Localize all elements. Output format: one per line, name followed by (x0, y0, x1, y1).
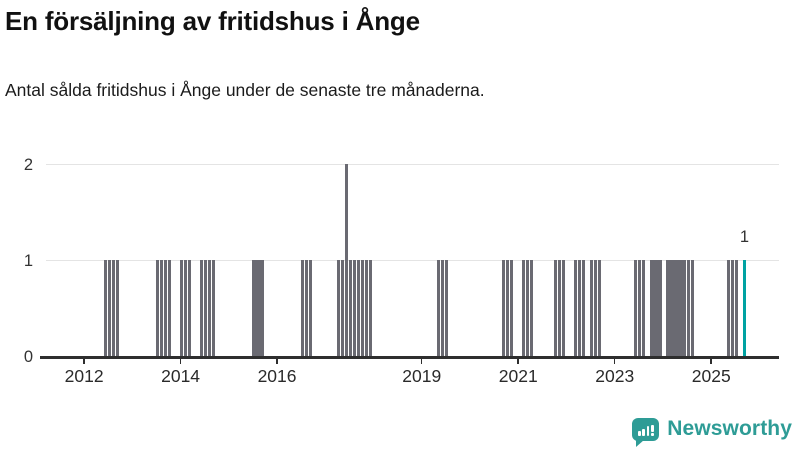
bar (256, 260, 260, 356)
x-axis-tick (420, 358, 423, 364)
newsworthy-wordmark: Newsworthy (667, 417, 792, 440)
gridline (46, 259, 779, 261)
bar (726, 260, 730, 356)
chart-title: En försäljning av fritidshus i Ånge (5, 6, 420, 36)
bar-value-label: 1 (739, 228, 750, 246)
x-axis-tick (710, 358, 712, 364)
x-axis-line (40, 356, 779, 359)
bar (441, 260, 445, 356)
y-axis-tick-label: 1 (23, 252, 33, 270)
x-axis-tick-label: 2014 (161, 366, 201, 386)
bar (529, 260, 533, 356)
plot-area: 0 1 2 2012 2014 2016 2019 2021 2023 2025 1 (23, 156, 779, 386)
bar (573, 260, 578, 356)
x-axis-tick-label: 2023 (595, 366, 635, 386)
bar (561, 260, 566, 356)
bar (340, 260, 344, 356)
x-axis-tick-label: 2016 (257, 366, 297, 386)
x-axis-tick-label: 2012 (64, 366, 104, 386)
bar (686, 260, 690, 356)
bar (666, 260, 670, 356)
bar (360, 260, 365, 356)
bar (638, 260, 642, 356)
bar (111, 260, 115, 356)
bar (678, 260, 682, 356)
bar (103, 260, 107, 356)
bar (654, 260, 658, 356)
newsworthy-icon (632, 417, 660, 447)
bar (445, 260, 449, 356)
bar (107, 260, 111, 356)
bar (368, 260, 373, 356)
bar (184, 260, 188, 356)
bar (730, 260, 734, 356)
bar (577, 260, 582, 356)
bar (304, 260, 308, 356)
bar (356, 260, 361, 356)
newsworthy-logo[interactable]: Newsworthy (632, 413, 792, 447)
x-axis-tick-label: 2025 (691, 366, 731, 386)
gridline (46, 163, 779, 165)
bar (155, 260, 160, 356)
bar (352, 260, 357, 356)
bar (734, 260, 738, 356)
newsworthy-icon-bars (632, 424, 659, 436)
bar (650, 260, 654, 356)
bar (364, 260, 369, 356)
bar (204, 260, 208, 356)
newsworthy-icon-tail (636, 439, 645, 447)
bar (336, 260, 340, 356)
bar (260, 260, 264, 356)
x-axis-tick (83, 358, 85, 364)
bar (634, 260, 638, 356)
bar (658, 260, 662, 356)
bar (252, 260, 256, 356)
bar (553, 260, 558, 356)
bar (642, 260, 646, 356)
chart-subtitle: Antal sålda fritidshus i Ånge under de s… (5, 80, 485, 100)
bar (525, 260, 529, 356)
bar (501, 260, 505, 356)
bar (521, 260, 525, 356)
bar (437, 260, 441, 356)
bar (308, 260, 312, 356)
bar (598, 260, 602, 356)
y-axis-tick-label: 2 (23, 156, 33, 174)
bar (163, 260, 168, 356)
bar (167, 260, 172, 356)
bar (200, 260, 204, 356)
bar (179, 260, 184, 356)
x-axis-tick-label: 2021 (498, 366, 538, 386)
bar (188, 260, 192, 356)
bar (115, 260, 119, 356)
bar (690, 260, 694, 356)
x-axis-tick (517, 358, 519, 364)
bar (300, 260, 304, 356)
bar (505, 260, 509, 356)
x-axis-tick (179, 358, 182, 364)
bar (348, 260, 352, 356)
highlighted-bar (742, 260, 747, 356)
bar (670, 260, 674, 356)
bar (212, 260, 216, 356)
bar (509, 260, 513, 356)
bar (208, 260, 212, 356)
bar (581, 260, 586, 356)
bar (594, 260, 598, 356)
bar (159, 260, 164, 356)
bar (344, 164, 348, 356)
x-axis-tick (276, 358, 278, 364)
bar (557, 260, 562, 356)
x-axis-tick-label: 2019 (402, 366, 442, 386)
bar (674, 260, 678, 356)
x-axis-tick (613, 358, 616, 364)
bar (682, 260, 686, 356)
bar (590, 260, 594, 356)
y-axis-tick-label: 0 (23, 348, 33, 366)
